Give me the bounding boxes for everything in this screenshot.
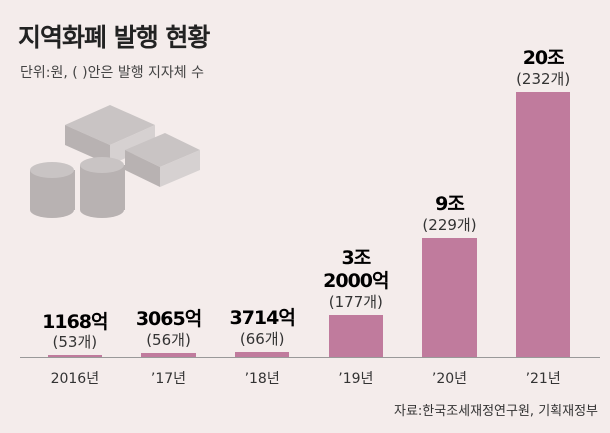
value-label: 9조 <box>435 192 465 215</box>
issuer-label: (56개) <box>146 330 191 349</box>
issuer-label: (53개) <box>52 333 98 352</box>
bar <box>422 237 477 357</box>
value-label: 3714억 <box>229 307 295 330</box>
bar <box>328 314 383 357</box>
bar-label: 3065억 (56개) <box>109 308 229 349</box>
issuer-label: (177개) <box>328 292 383 311</box>
chart-title: 지역화폐 발행 현황 <box>18 23 210 52</box>
value-label: 3065억 <box>135 308 202 331</box>
value-label: 1168억 <box>42 310 108 333</box>
x-tick-label: ’21년 <box>525 371 561 387</box>
bar-label: 3조 2000억 (177개) <box>296 247 416 311</box>
x-tick-label: ’19년 <box>338 371 374 387</box>
bar <box>47 355 102 357</box>
issuer-label: (232개) <box>516 70 571 88</box>
money-icon <box>30 105 200 218</box>
value-label: 3조 2000억 <box>323 247 389 292</box>
bar-label: 1168억 (53개) <box>15 311 135 352</box>
x-tick-label: 2016년 <box>50 371 100 387</box>
bar <box>516 92 571 357</box>
x-tick-label: ’17년 <box>150 371 187 387</box>
baseline <box>20 357 600 358</box>
bar-label: 20조 (232개) <box>483 47 603 88</box>
source: 자료:한국조세재정연구원, 기획재정부 <box>393 404 598 419</box>
value-label: 20조 <box>522 47 565 70</box>
bar <box>235 352 290 357</box>
issuer-label: (229개) <box>422 215 477 234</box>
x-tick-label: ’18년 <box>244 371 280 387</box>
bar <box>141 352 196 357</box>
subtitle: 단위:원, ( )안은 발행 지자체 수 <box>20 65 205 81</box>
issuer-label: (66개) <box>239 330 285 349</box>
bar-label: 9조 (229개) <box>390 193 510 234</box>
bar-label: 3714억 (66개) <box>202 307 322 348</box>
x-tick-label: ’20년 <box>431 371 468 387</box>
